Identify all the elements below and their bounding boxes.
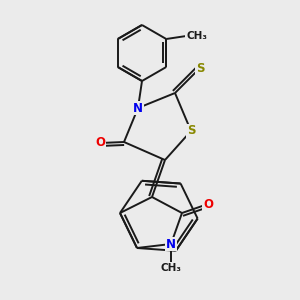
- Text: CH₃: CH₃: [160, 263, 182, 273]
- Text: S: S: [196, 61, 204, 74]
- Text: O: O: [203, 197, 213, 211]
- Text: CH₃: CH₃: [186, 31, 207, 41]
- Text: N: N: [133, 101, 143, 115]
- Text: O: O: [95, 136, 105, 149]
- Text: S: S: [187, 124, 195, 137]
- Text: N: N: [166, 238, 176, 250]
